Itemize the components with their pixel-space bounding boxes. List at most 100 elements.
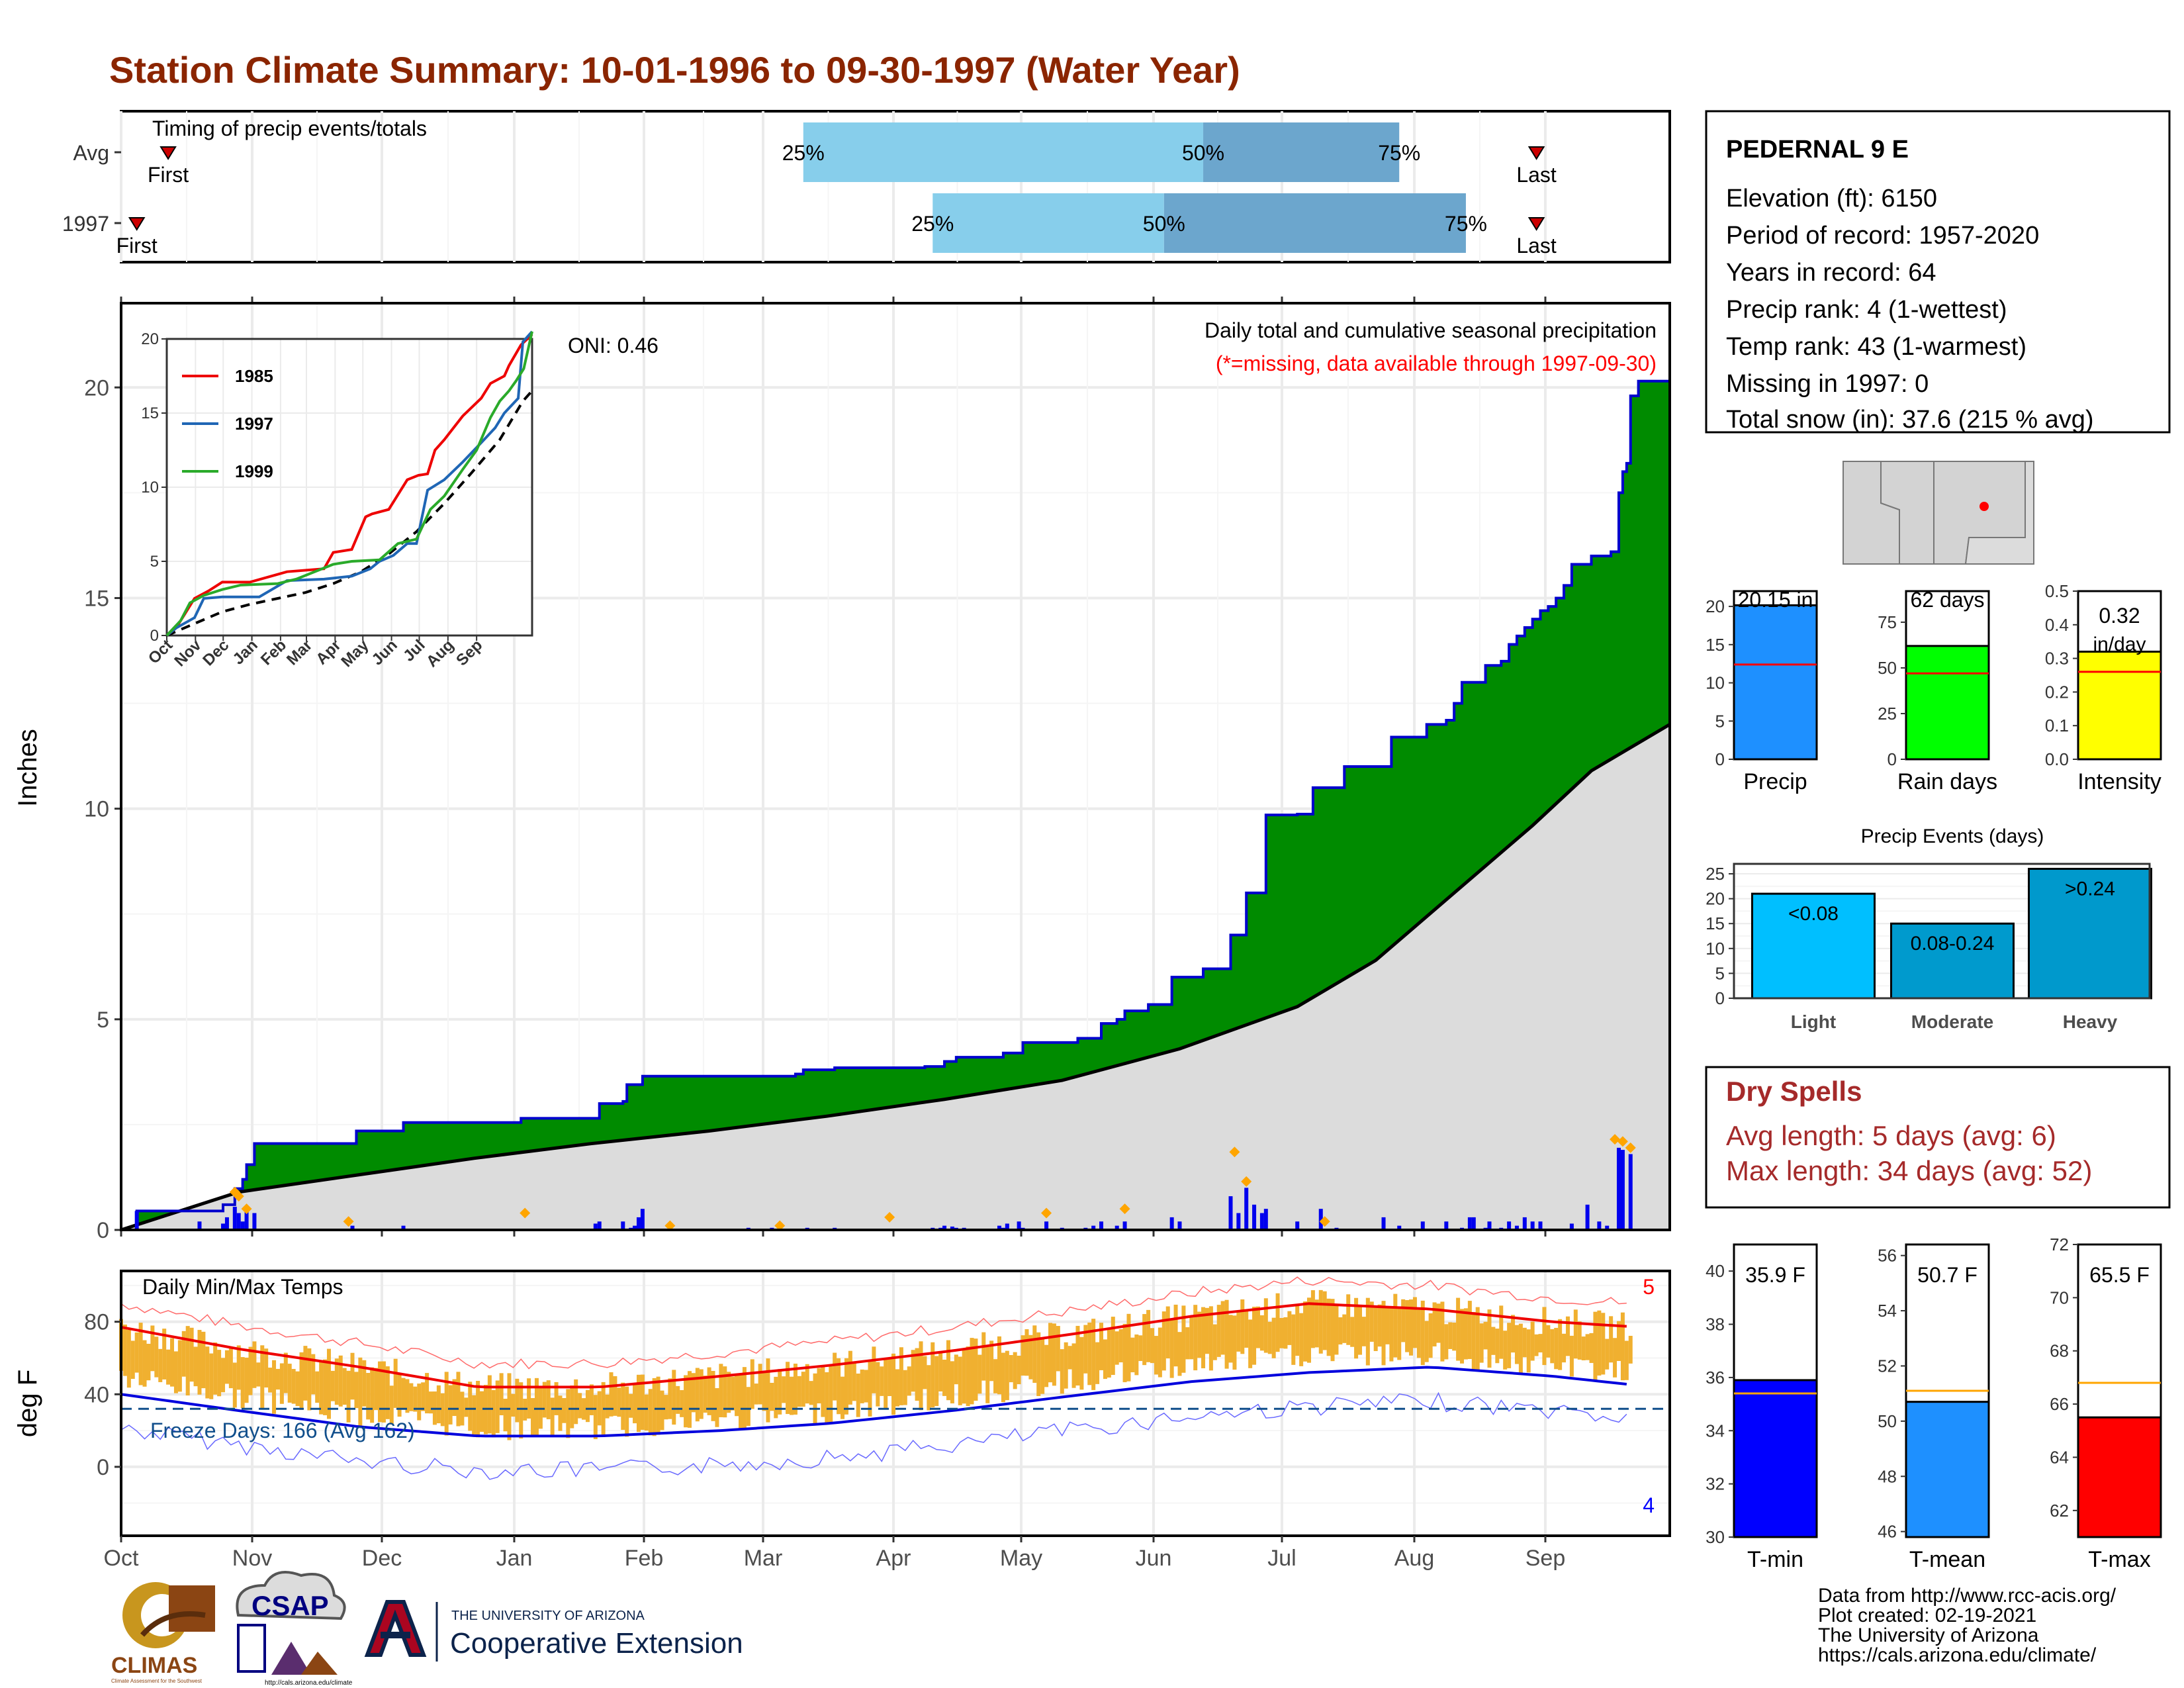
- daily-temp-bar: [770, 1382, 774, 1411]
- daily-temp-bar: [864, 1370, 868, 1403]
- daily-temp-bar: [550, 1397, 555, 1436]
- mini-bar-value-label: 20.15 in: [1738, 588, 1813, 612]
- daily-temp-bar: [1283, 1317, 1288, 1349]
- mini-bar-ytick-label: 10: [1706, 673, 1725, 693]
- events-category-label: Heavy: [2063, 1011, 2118, 1032]
- daily-precip-bar: [236, 1213, 241, 1230]
- temp-bar-ytick-label: 66: [2050, 1394, 2069, 1414]
- daily-temp-bar: [374, 1368, 379, 1411]
- daily-temp-bar: [1005, 1350, 1009, 1401]
- daily-temp-bar: [260, 1345, 265, 1409]
- inset-chart: 05101520OctNovDecJanFebMarAprMayJunJulAu…: [141, 330, 533, 671]
- temp-bar-value-label: 35.9 F: [1745, 1263, 1805, 1287]
- daily-temp-bar: [213, 1342, 218, 1395]
- precip-ytick-label: 10: [84, 797, 109, 822]
- mini-bar-value-label: 0.32: [2099, 604, 2140, 628]
- daily-temp-bar: [232, 1362, 237, 1408]
- temp-bar-ytick-label: 40: [1706, 1261, 1725, 1281]
- daily-temp-bar: [1287, 1311, 1292, 1345]
- timing-rows: Avg 25% 50% 75% First Last 1997 25% 50% 75% First L…: [62, 122, 1557, 258]
- temp-xtick-label: Feb: [625, 1546, 664, 1571]
- daily-temp-bar: [1467, 1301, 1472, 1360]
- mini-bar-value-label: 62 days: [1910, 588, 1984, 612]
- mini-bar-charts: 0 5 10 15 20 Precip 20.15 in 0 25 50 75 Rain days 62…: [1706, 581, 2162, 794]
- daily-temp-bar: [205, 1346, 210, 1399]
- daily-precip-bar: [1099, 1221, 1104, 1230]
- daily-temp-bar: [1318, 1289, 1323, 1354]
- inset-average-line: [166, 390, 533, 637]
- daily-temp-bar: [786, 1362, 790, 1415]
- daily-temp-bar: [1295, 1304, 1300, 1356]
- daily-temp-bar: [1314, 1299, 1319, 1348]
- daily-temp-bar: [852, 1362, 856, 1401]
- daily-temp-bar: [687, 1371, 692, 1428]
- daily-temp-bar: [1232, 1315, 1237, 1370]
- daily-precip-bar: [1259, 1213, 1264, 1230]
- daily-temp-bar: [185, 1326, 190, 1396]
- daily-temp-bar: [1334, 1305, 1339, 1355]
- daily-temp-bar: [1448, 1322, 1453, 1349]
- daily-temp-bar: [1040, 1337, 1045, 1394]
- mini-bar-ytick-label: 0.4: [2045, 615, 2069, 635]
- daily-temp-bar: [342, 1368, 347, 1405]
- daily-temp-bar: [413, 1386, 418, 1412]
- daily-temp-bar: [695, 1368, 700, 1422]
- daily-temp-bar: [1491, 1327, 1496, 1355]
- daily-temp-bar: [1028, 1335, 1033, 1380]
- inset-ytick-label: 15: [141, 404, 159, 422]
- timing-panel: Avg 25% 50% 75% First Last 1997 25% 50% 75% First L…: [62, 110, 1671, 263]
- daily-temp-bar: [1456, 1297, 1461, 1361]
- daily-temp-bar: [1216, 1305, 1221, 1357]
- precip-event-marker: [1319, 1216, 1330, 1227]
- daily-temp-bar: [821, 1366, 825, 1417]
- daily-precip-bar: [1397, 1225, 1402, 1230]
- daily-temp-bar: [1259, 1315, 1264, 1351]
- daily-temp-bar: [868, 1360, 872, 1417]
- daily-precip-bar: [1522, 1217, 1527, 1230]
- daily-temp-bar: [927, 1365, 931, 1411]
- daily-temp-bar: [1361, 1317, 1366, 1346]
- daily-temp-bar: [268, 1368, 273, 1393]
- daily-temp-bar: [425, 1373, 430, 1414]
- timing-q50-label: 50%: [1143, 212, 1185, 236]
- daily-temp-bar: [1205, 1307, 1209, 1354]
- footer: Data from http://www.rcc-acis.org/ Plot …: [1818, 1585, 2116, 1666]
- daily-temp-bar: [566, 1389, 570, 1438]
- daily-precip-bar: [1585, 1204, 1590, 1230]
- daily-temp-bar: [531, 1398, 535, 1437]
- daily-temp-bar: [1577, 1321, 1582, 1360]
- mini-bar-value: [1905, 645, 1990, 761]
- timing-first-marker: [159, 146, 177, 160]
- csap-logo-subtext: http://cals.arizona.edu/climate: [265, 1679, 353, 1687]
- ua-top-text: THE UNIVERSITY OF ARIZONA: [451, 1609, 645, 1623]
- temp-axes: 0 40 80 Oct Nov Dec Jan Feb Mar Apr May Jun Jul Aug Se…: [84, 1310, 1565, 1571]
- daily-temp-bar: [731, 1376, 735, 1411]
- precip-panel: 0 5 10 15 20 Inches Daily total and cumulati…: [13, 297, 1671, 1243]
- inset-ytick-label: 10: [141, 479, 159, 496]
- daily-temp-bar: [636, 1374, 641, 1432]
- daily-temp-bar: [903, 1370, 907, 1405]
- daily-temp-bar: [1189, 1315, 1194, 1360]
- daily-temp-bar: [244, 1357, 249, 1403]
- daily-temp-bar: [1185, 1327, 1190, 1360]
- daily-temp-bar: [1126, 1313, 1131, 1382]
- daily-temp-bar: [750, 1359, 754, 1409]
- daily-precip-bar: [1471, 1217, 1476, 1230]
- daily-temp-bar: [782, 1376, 786, 1403]
- daily-precip-bar: [1228, 1196, 1233, 1230]
- daily-temp-bar: [1169, 1319, 1174, 1378]
- daily-precip-bar: [1017, 1221, 1021, 1230]
- daily-temp-bar: [950, 1361, 954, 1404]
- daily-temp-bar: [1138, 1335, 1143, 1362]
- daily-temp-bar: [370, 1367, 375, 1423]
- events-bar-heavy: [2028, 868, 2152, 1000]
- temp-bar-ytick-label: 52: [1878, 1356, 1897, 1376]
- daily-temp-bar: [966, 1346, 970, 1406]
- daily-precip-bar: [1487, 1221, 1492, 1230]
- daily-temp-bar: [1495, 1329, 1500, 1364]
- daily-temp-bar: [1103, 1339, 1107, 1380]
- daily-temp-bar: [534, 1378, 539, 1436]
- daily-temp-bar: [1444, 1324, 1449, 1360]
- daily-temp-bar: [578, 1393, 582, 1419]
